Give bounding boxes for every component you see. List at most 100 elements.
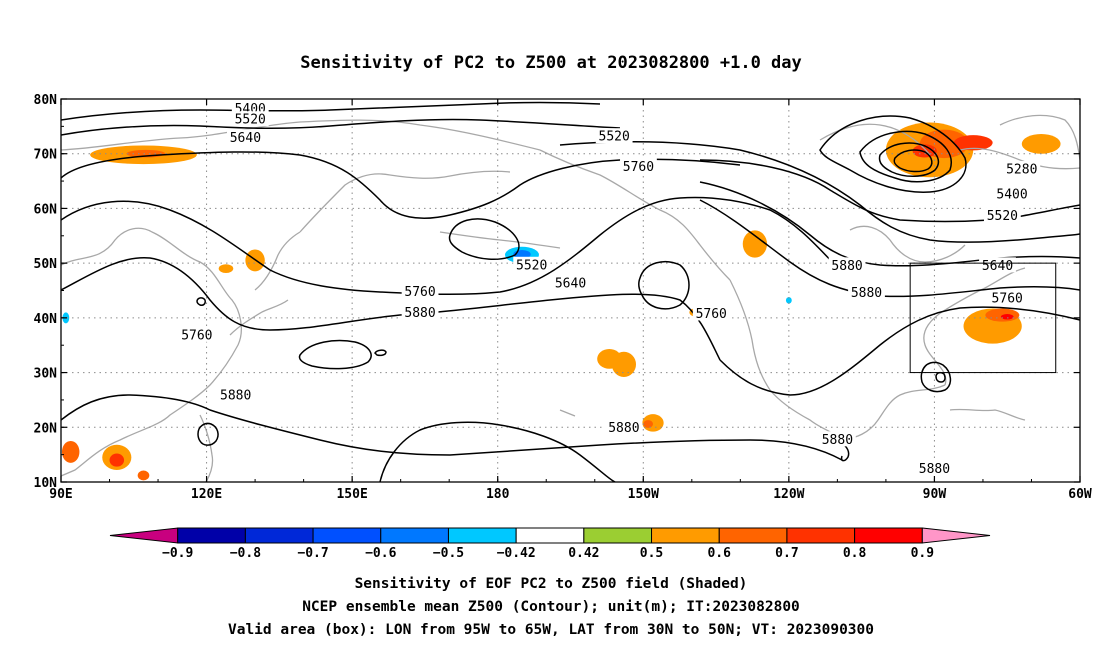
contour-label-bg-21: [916, 460, 953, 476]
colorbar-swatch-6: [515, 527, 585, 544]
colorbar-label-5: −0.42: [497, 546, 536, 561]
colorbar-label-7: 0.5: [640, 546, 663, 561]
coastline-japan: [254, 231, 301, 291]
contour-label-7: 5520: [987, 209, 1018, 224]
contour-5400: [61, 101, 601, 121]
shaded-region-22: [109, 453, 125, 467]
colorbar-swatch-0: [109, 527, 179, 544]
contour-label-5: 5280: [1006, 163, 1037, 178]
contour-label-bg-7: [983, 207, 1021, 223]
shaded-region-6: [953, 135, 993, 151]
colorbar-label-3: −0.6: [365, 546, 396, 561]
colorbar-label-0: −0.9: [162, 546, 193, 561]
shaded-region-5: [912, 144, 937, 158]
contour-label-1: 5520: [235, 113, 266, 128]
contour-5880-main: [61, 257, 721, 361]
contour-label-bg-17: [178, 326, 216, 342]
coastline-aleutians: [439, 231, 561, 249]
contour-label-bg-11: [988, 290, 1026, 306]
contour-low-north-inner1: [859, 130, 952, 183]
contour-label-9: 5880: [831, 259, 862, 274]
colorbar-swatch-1: [177, 527, 246, 544]
z500-contours: [61, 101, 1080, 482]
contour-label-19: 5880: [608, 421, 639, 436]
axis-ticks: 90E 120E 150E 180 150W 120W 90W 60W 80N 70N 60N 50N…: [34, 93, 1092, 502]
contour-high-pacific: [298, 339, 372, 370]
coastline-caribbean: [949, 408, 1026, 421]
x-tick-label-1: 120E: [191, 487, 222, 502]
contour-label-bg-6: [993, 186, 1031, 202]
contour-label-bg-13: [552, 274, 589, 290]
y-tick-label-7: 10N: [34, 476, 58, 491]
colorbar-label-11: 0.9: [911, 546, 934, 561]
colorbar-label-4: −0.5: [433, 546, 464, 561]
coastline-japan-south: [229, 299, 289, 336]
contour-label-bg-8: [979, 257, 1016, 273]
contour-label-bg-1: [231, 111, 269, 127]
grid-lines: [61, 99, 1080, 482]
shaded-region-23: [137, 470, 150, 481]
contour-ring-small-w: [196, 297, 206, 306]
contour-label-6: 5400: [996, 188, 1027, 203]
y-tick-label-0: 80N: [34, 93, 58, 108]
caption-line-1: Sensitivity of EOF PC2 to Z500 field (Sh…: [355, 576, 748, 592]
coastline-arctic-islands: [819, 123, 1080, 170]
coastline-greenland: [999, 114, 1080, 161]
colorbar-swatch-9: [718, 527, 788, 544]
contour-5760-west: [61, 196, 841, 296]
contour-label-bg-4: [620, 158, 657, 174]
shaded-region-2: [742, 230, 768, 258]
caption-line-3: Valid area (box): LON from 95W to 65W, L…: [228, 622, 874, 638]
colorbar-label-1: −0.8: [230, 546, 261, 561]
x-tick-label-2: 150E: [336, 487, 367, 502]
colorbar-swatch-7: [583, 527, 653, 544]
y-tick-label-6: 20N: [34, 421, 58, 436]
contour-5520-west: [61, 118, 621, 136]
valid-area-box: [909, 262, 1057, 374]
contour-label-8: 5640: [982, 259, 1013, 274]
contour-ring-atl: [920, 361, 952, 393]
contour-label-bg-3: [595, 128, 633, 144]
coastline-na-east: [923, 267, 1026, 386]
y-tick-label-2: 60N: [34, 202, 58, 217]
contour-label-13: 5640: [555, 276, 586, 291]
contour-label-bg-14: [401, 283, 439, 299]
contour-label-11: 5760: [992, 292, 1023, 307]
coastline-kamchatka: [299, 173, 391, 233]
contour-high-gulf: [637, 261, 690, 310]
contour-5640-east: [699, 181, 1080, 267]
x-tick-label-6: 90W: [923, 487, 947, 502]
contour-label-3: 5520: [599, 130, 630, 145]
colorbar-swatch-3: [312, 527, 382, 544]
contour-label-bg-2: [226, 129, 264, 145]
contour-label-18: 5880: [220, 389, 251, 404]
contour-label-21: 5880: [919, 462, 950, 477]
contour-label-bg-18: [217, 387, 255, 403]
colorbar-label-10: 0.8: [843, 546, 867, 561]
contour-label-bg-12: [513, 256, 551, 272]
contour-label-17: 5760: [181, 328, 212, 343]
contour-label-16: 5760: [696, 307, 727, 322]
contour-5640-west: [61, 151, 741, 219]
contour-label-bg-19: [605, 419, 643, 435]
colorbar-swatch-10: [786, 527, 856, 544]
caption-line-2: NCEP ensemble mean Z500 (Contour); unit(…: [302, 599, 800, 615]
coastline-siberia-north: [61, 119, 541, 151]
shaded-region-12: [611, 351, 637, 377]
colorbar: −0.9 −0.8 −0.7 −0.6 −0.5 −0.42 0.42 0.5 0.6 0.7 0.…: [109, 527, 991, 561]
contour-label-bg-20: [818, 431, 856, 447]
colorbar-swatch-2: [244, 527, 314, 544]
coastline-hawaii: [559, 409, 576, 417]
x-tick-label-7: 60W: [1068, 487, 1092, 502]
contour-ring-small-c: [374, 349, 387, 357]
contour-label-bg-10: [848, 284, 885, 300]
x-tick-label-4: 150W: [628, 487, 659, 502]
contour-label-bg-15: [401, 304, 439, 320]
contour-low-north-inner2: [878, 142, 940, 177]
contour-label-2: 5640: [230, 131, 261, 146]
coastline-hudson: [849, 225, 966, 263]
contour-low-aleutian: [448, 218, 520, 260]
y-tick-label-5: 30N: [34, 367, 58, 382]
